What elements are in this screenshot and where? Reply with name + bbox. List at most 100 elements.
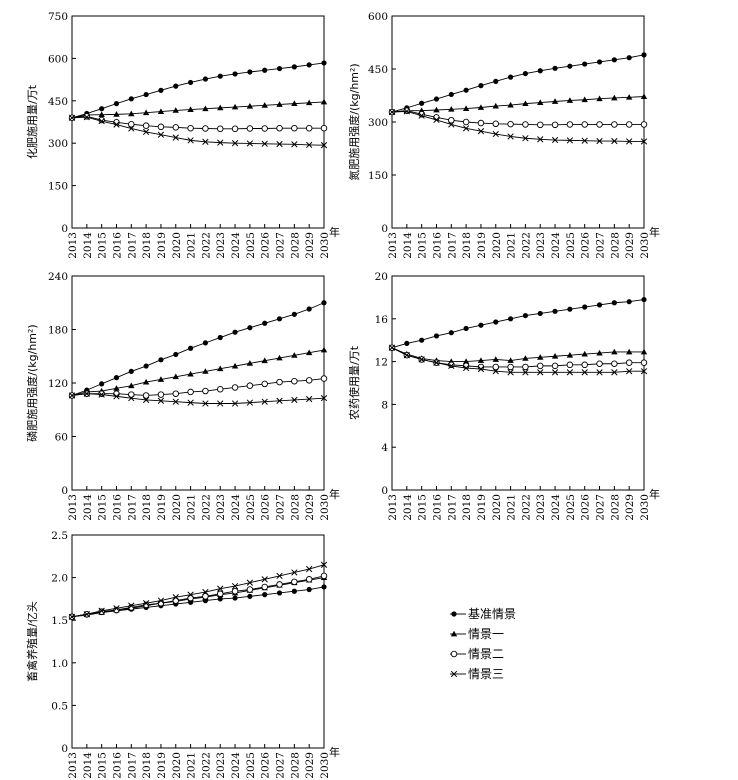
data-point	[217, 139, 224, 146]
data-point	[581, 96, 588, 103]
data-point	[172, 124, 180, 131]
data-point	[291, 352, 298, 358]
x-tick-label: 2021	[186, 232, 198, 259]
data-point	[128, 391, 135, 398]
data-point	[433, 359, 440, 366]
y-tick-label: 150	[48, 181, 68, 193]
series-1	[389, 52, 647, 115]
data-point	[172, 134, 179, 141]
y-tick-label: 600	[368, 11, 388, 23]
plot-frame	[71, 275, 325, 491]
data-point	[320, 142, 328, 149]
data-point	[68, 613, 76, 620]
data-point	[625, 348, 633, 355]
data-point	[276, 316, 283, 322]
data-point	[567, 306, 573, 312]
data-point	[202, 387, 209, 395]
data-point	[306, 306, 312, 312]
data-point	[306, 395, 313, 403]
series-1	[69, 300, 327, 399]
data-point	[99, 381, 105, 387]
series-line	[391, 54, 645, 113]
x-tick-label: 2014	[402, 232, 414, 259]
data-point	[477, 365, 485, 373]
x-tick-label: 2024	[230, 752, 242, 779]
data-point	[113, 385, 120, 391]
data-point	[276, 590, 283, 596]
data-point	[98, 391, 105, 398]
data-point	[493, 319, 499, 325]
data-point	[448, 330, 454, 336]
x-tick-label: 2016	[111, 494, 123, 521]
x-tick-label: 2013	[67, 232, 79, 259]
data-point	[492, 356, 499, 362]
data-point	[537, 369, 544, 376]
data-point	[320, 395, 328, 402]
data-point	[276, 101, 283, 107]
data-point	[448, 106, 455, 112]
x-tick-label: 2020	[491, 494, 503, 521]
data-point	[262, 67, 268, 73]
data-point	[492, 130, 499, 138]
data-point	[305, 576, 313, 583]
legend-item: 基准情景	[450, 607, 516, 621]
x-tick-label: 2026	[260, 494, 272, 521]
data-point	[142, 396, 150, 404]
x-tick-label: 2029	[304, 494, 316, 521]
series-line	[71, 564, 325, 618]
data-point	[216, 590, 224, 598]
data-point	[611, 348, 618, 355]
y-axis-label: 化肥施用量/万t	[25, 84, 39, 159]
data-point	[596, 59, 603, 65]
data-point	[596, 121, 603, 128]
data-point	[142, 600, 150, 607]
data-point	[99, 106, 105, 112]
legend-marker	[450, 630, 458, 637]
data-point	[320, 124, 328, 132]
data-point	[477, 104, 485, 110]
data-point	[492, 102, 499, 109]
data-point	[187, 399, 194, 406]
data-point	[216, 385, 224, 393]
plot-frame	[391, 275, 645, 491]
data-point	[640, 121, 648, 128]
data-point	[522, 135, 529, 142]
data-point	[276, 378, 283, 386]
series-3	[68, 572, 328, 621]
x-tick-label: 2030	[319, 752, 331, 779]
data-point	[68, 392, 76, 399]
data-point	[217, 73, 223, 79]
data-point	[448, 91, 454, 98]
data-point	[231, 400, 239, 407]
data-point	[306, 586, 312, 593]
legend-marker	[450, 650, 458, 658]
series-4	[68, 561, 328, 620]
data-point	[551, 362, 559, 370]
data-point	[202, 138, 209, 145]
data-point	[596, 360, 603, 367]
data-point	[320, 98, 328, 105]
data-point	[462, 105, 470, 111]
legend-label: 情景二	[468, 647, 504, 661]
data-point	[536, 121, 544, 129]
data-point	[187, 345, 194, 351]
data-point	[463, 87, 469, 93]
data-point	[261, 125, 268, 132]
x-tick-label: 2019	[476, 494, 488, 521]
x-tick-label: 2016	[111, 752, 123, 779]
x-tick-label: 2021	[186, 752, 198, 779]
data-point	[448, 362, 455, 370]
data-point	[173, 351, 179, 358]
data-point	[187, 79, 194, 86]
data-point	[98, 111, 105, 118]
data-point	[611, 369, 618, 376]
data-point	[611, 137, 618, 145]
x-tick-label: 2027	[275, 752, 287, 779]
data-point	[202, 105, 209, 112]
data-point	[522, 121, 529, 128]
data-point	[231, 587, 239, 595]
data-point	[596, 369, 603, 376]
data-point	[522, 70, 529, 77]
x-tick-label: 2026	[260, 232, 272, 259]
